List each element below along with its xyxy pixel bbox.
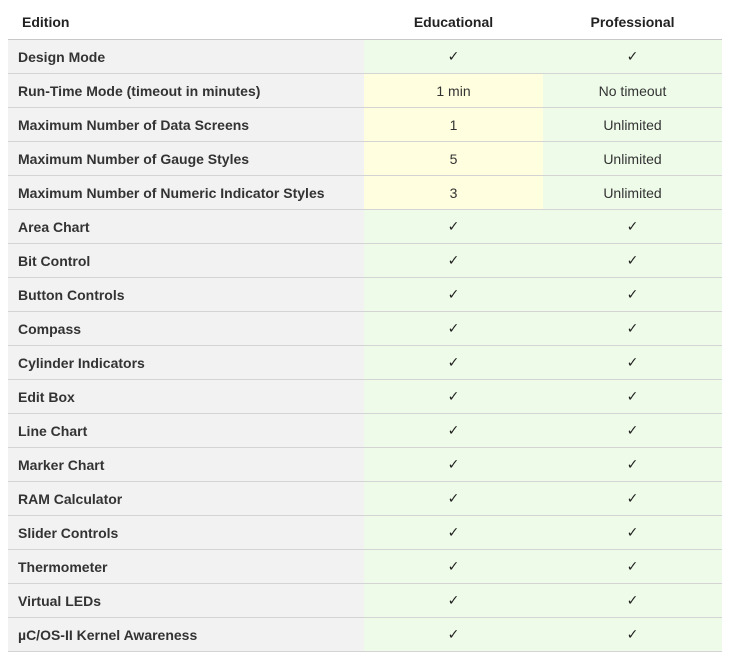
professional-value: No timeout <box>543 74 722 107</box>
feature-name: Thermometer <box>8 550 364 583</box>
professional-check-icon: ✓ <box>543 278 722 311</box>
educational-check-icon: ✓ <box>364 584 543 617</box>
feature-name: Maximum Number of Data Screens <box>8 108 364 141</box>
header-professional: Professional <box>543 4 722 39</box>
educational-check-icon: ✓ <box>364 550 543 583</box>
feature-name: Slider Controls <box>8 516 364 549</box>
edition-comparison-table: Edition Educational Professional Design … <box>8 4 722 652</box>
feature-name: Virtual LEDs <box>8 584 364 617</box>
professional-value: Unlimited <box>543 108 722 141</box>
table-row: Thermometer ✓ ✓ <box>8 550 722 584</box>
table-row: Maximum Number of Data Screens 1 Unlimited <box>8 108 722 142</box>
educational-value: 1 min <box>364 74 543 107</box>
feature-name: Area Chart <box>8 210 364 243</box>
feature-name: Design Mode <box>8 40 364 73</box>
table-row: µC/OS-II Kernel Awareness ✓ ✓ <box>8 618 722 652</box>
feature-name: Line Chart <box>8 414 364 447</box>
table-row: Bit Control ✓ ✓ <box>8 244 722 278</box>
educational-value: 5 <box>364 142 543 175</box>
educational-check-icon: ✓ <box>364 278 543 311</box>
educational-check-icon: ✓ <box>364 380 543 413</box>
educational-check-icon: ✓ <box>364 346 543 379</box>
professional-check-icon: ✓ <box>543 414 722 447</box>
professional-check-icon: ✓ <box>543 40 722 73</box>
table-row: Button Controls ✓ ✓ <box>8 278 722 312</box>
feature-name: Compass <box>8 312 364 345</box>
educational-check-icon: ✓ <box>364 516 543 549</box>
table-row: Virtual LEDs ✓ ✓ <box>8 584 722 618</box>
table-row: Edit Box ✓ ✓ <box>8 380 722 414</box>
feature-name: Edit Box <box>8 380 364 413</box>
table-row: Cylinder Indicators ✓ ✓ <box>8 346 722 380</box>
educational-check-icon: ✓ <box>364 482 543 515</box>
table-row: Line Chart ✓ ✓ <box>8 414 722 448</box>
educational-value: 1 <box>364 108 543 141</box>
professional-check-icon: ✓ <box>543 210 722 243</box>
educational-check-icon: ✓ <box>364 40 543 73</box>
table-row: Marker Chart ✓ ✓ <box>8 448 722 482</box>
professional-check-icon: ✓ <box>543 618 722 651</box>
feature-name: Button Controls <box>8 278 364 311</box>
table-row: Area Chart ✓ ✓ <box>8 210 722 244</box>
feature-name: Cylinder Indicators <box>8 346 364 379</box>
table-header: Edition Educational Professional <box>8 4 722 40</box>
table-row: Slider Controls ✓ ✓ <box>8 516 722 550</box>
professional-check-icon: ✓ <box>543 380 722 413</box>
table-row: Compass ✓ ✓ <box>8 312 722 346</box>
table-row: Maximum Number of Gauge Styles 5 Unlimited <box>8 142 722 176</box>
header-feature: Edition <box>8 4 364 39</box>
educational-value: 3 <box>364 176 543 209</box>
educational-check-icon: ✓ <box>364 210 543 243</box>
feature-name: Maximum Number of Numeric Indicator Styl… <box>8 176 364 209</box>
table-row: Run-Time Mode (timeout in minutes) 1 min N… <box>8 74 722 108</box>
feature-name: Maximum Number of Gauge Styles <box>8 142 364 175</box>
professional-check-icon: ✓ <box>543 448 722 481</box>
educational-check-icon: ✓ <box>364 414 543 447</box>
professional-check-icon: ✓ <box>543 312 722 345</box>
feature-name: Marker Chart <box>8 448 364 481</box>
table-body: Design Mode ✓ ✓ Run-Time Mode (timeout in m… <box>8 40 722 652</box>
educational-check-icon: ✓ <box>364 244 543 277</box>
professional-check-icon: ✓ <box>543 584 722 617</box>
header-educational: Educational <box>364 4 543 39</box>
professional-value: Unlimited <box>543 142 722 175</box>
professional-check-icon: ✓ <box>543 516 722 549</box>
professional-check-icon: ✓ <box>543 550 722 583</box>
table-row: Design Mode ✓ ✓ <box>8 40 722 74</box>
table-row: Maximum Number of Numeric Indicator Styl… <box>8 176 722 210</box>
feature-name: Bit Control <box>8 244 364 277</box>
professional-value: Unlimited <box>543 176 722 209</box>
educational-check-icon: ✓ <box>364 618 543 651</box>
educational-check-icon: ✓ <box>364 448 543 481</box>
feature-name: RAM Calculator <box>8 482 364 515</box>
table-row: RAM Calculator ✓ ✓ <box>8 482 722 516</box>
professional-check-icon: ✓ <box>543 244 722 277</box>
educational-check-icon: ✓ <box>364 312 543 345</box>
feature-name: Run-Time Mode (timeout in minutes) <box>8 74 364 107</box>
professional-check-icon: ✓ <box>543 346 722 379</box>
feature-name: µC/OS-II Kernel Awareness <box>8 618 364 651</box>
professional-check-icon: ✓ <box>543 482 722 515</box>
